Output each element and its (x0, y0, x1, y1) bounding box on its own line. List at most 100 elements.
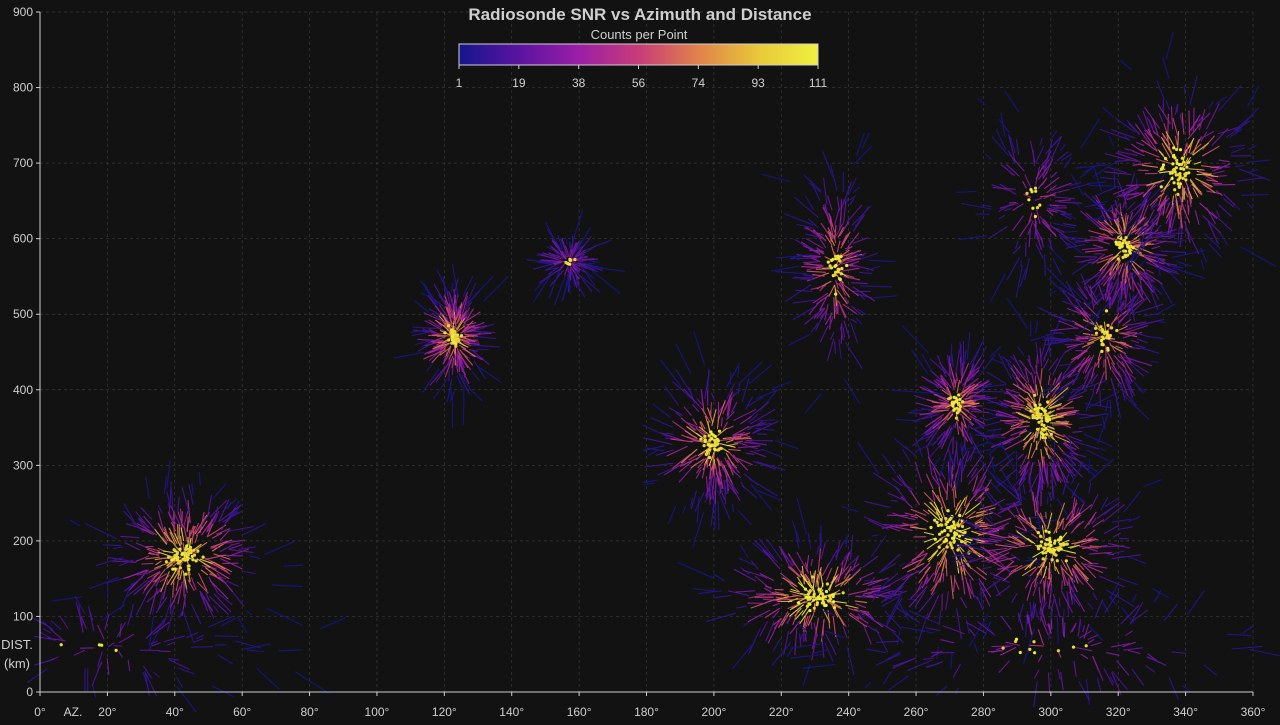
y-tick-label: 0 (26, 685, 33, 699)
density-core-point (953, 407, 956, 410)
density-core-point (115, 649, 118, 652)
density-stroke (1059, 598, 1060, 606)
density-core-point (944, 538, 947, 541)
y-tick-label: 300 (13, 458, 33, 472)
density-core-point (827, 261, 830, 264)
density-core-point (1044, 427, 1047, 430)
colorbar-tick-label: 38 (572, 76, 586, 90)
density-core-point (1171, 162, 1174, 165)
density-core-point (811, 575, 814, 578)
density-core-point (1045, 538, 1048, 541)
density-core-point (1056, 559, 1059, 562)
density-core-point (1124, 254, 1127, 257)
density-core-point (936, 521, 939, 524)
density-core-point (1042, 408, 1045, 411)
density-stroke (1064, 623, 1065, 638)
density-core-point (179, 566, 182, 569)
density-core-point (1060, 547, 1063, 550)
density-stroke (1075, 257, 1097, 258)
x-tick-label: 360° (1241, 705, 1266, 719)
density-core-point (1029, 409, 1032, 412)
density-core-point (709, 445, 712, 448)
density-core-point (807, 595, 810, 598)
density-stroke (1168, 114, 1169, 133)
density-core-point (457, 339, 460, 342)
density-core-point (1172, 146, 1175, 149)
density-core-point (1175, 148, 1178, 151)
density-stroke (891, 500, 897, 501)
density-core-point (1124, 236, 1127, 239)
density-core-point (838, 277, 841, 280)
density-core-point (1182, 168, 1185, 171)
density-core-point (833, 606, 836, 609)
density-stroke (804, 629, 805, 642)
density-core-point (827, 600, 830, 603)
density-core-point (1051, 558, 1054, 561)
density-core-point (934, 538, 937, 541)
density-stroke (954, 381, 955, 389)
density-core-point (1032, 640, 1035, 643)
density-core-point (173, 554, 176, 557)
density-core-point (718, 430, 721, 433)
x-tick-label: 240° (836, 705, 861, 719)
density-core-point (1066, 543, 1069, 546)
density-core-point (823, 604, 826, 607)
x-axis-label: AZ. (64, 705, 83, 719)
density-core-point (98, 643, 101, 646)
density-core-point (573, 258, 576, 261)
x-tick-label: 220° (769, 705, 794, 719)
density-core-point (703, 444, 706, 447)
density-stroke (1065, 344, 1077, 345)
density-stroke (1177, 104, 1178, 112)
colorbar-tick-label: 111 (809, 76, 828, 90)
density-core-point (938, 546, 941, 549)
density-core-point (1044, 543, 1047, 546)
density-core-point (176, 559, 179, 562)
density-core-point (837, 255, 840, 258)
density-core-point (955, 533, 958, 536)
density-stroke (1184, 86, 1185, 94)
density-core-point (1172, 168, 1175, 171)
density-core-point (1057, 649, 1060, 652)
density-stroke (864, 580, 872, 581)
density-core-point (957, 393, 960, 396)
density-core-point (832, 595, 835, 598)
density-stroke (727, 482, 728, 493)
density-core-point (1039, 535, 1042, 538)
density-stroke (821, 526, 822, 547)
density-core-point (178, 548, 181, 551)
density-core-point (1110, 326, 1113, 329)
density-core-point (816, 601, 819, 604)
density-core-point (1034, 187, 1037, 190)
density-core-point (958, 398, 961, 401)
density-core-point (1050, 544, 1053, 547)
density-core-point (1181, 157, 1184, 160)
density-core-point (808, 591, 811, 594)
density-stroke (1030, 645, 1044, 646)
density-core-point (1056, 548, 1059, 551)
density-stroke (1127, 185, 1148, 186)
density-core-point (821, 598, 824, 601)
density-core-point (1106, 347, 1109, 350)
density-core-point (955, 400, 958, 403)
colorbar-tick-label: 93 (751, 76, 765, 90)
density-core-point (1187, 161, 1190, 164)
density-core-point (165, 560, 168, 563)
density-core-point (1048, 531, 1051, 534)
y-tick-label: 600 (13, 232, 33, 246)
density-stroke (1048, 581, 1049, 594)
density-core-point (710, 433, 713, 436)
density-stroke (804, 262, 818, 263)
density-core-point (955, 417, 958, 420)
density-core-point (1109, 334, 1112, 337)
density-core-point (952, 526, 955, 529)
density-stroke (1044, 581, 1045, 602)
y-axis-label-line1: DIST. (1, 637, 33, 652)
colorbar-tick-label: 1 (456, 76, 463, 90)
density-core-point (1042, 424, 1045, 427)
density-core-point (202, 556, 205, 559)
density-core-point (1025, 192, 1028, 195)
density-stroke (432, 335, 449, 336)
density-core-point (703, 435, 706, 438)
x-tick-label: 0° (34, 705, 46, 719)
